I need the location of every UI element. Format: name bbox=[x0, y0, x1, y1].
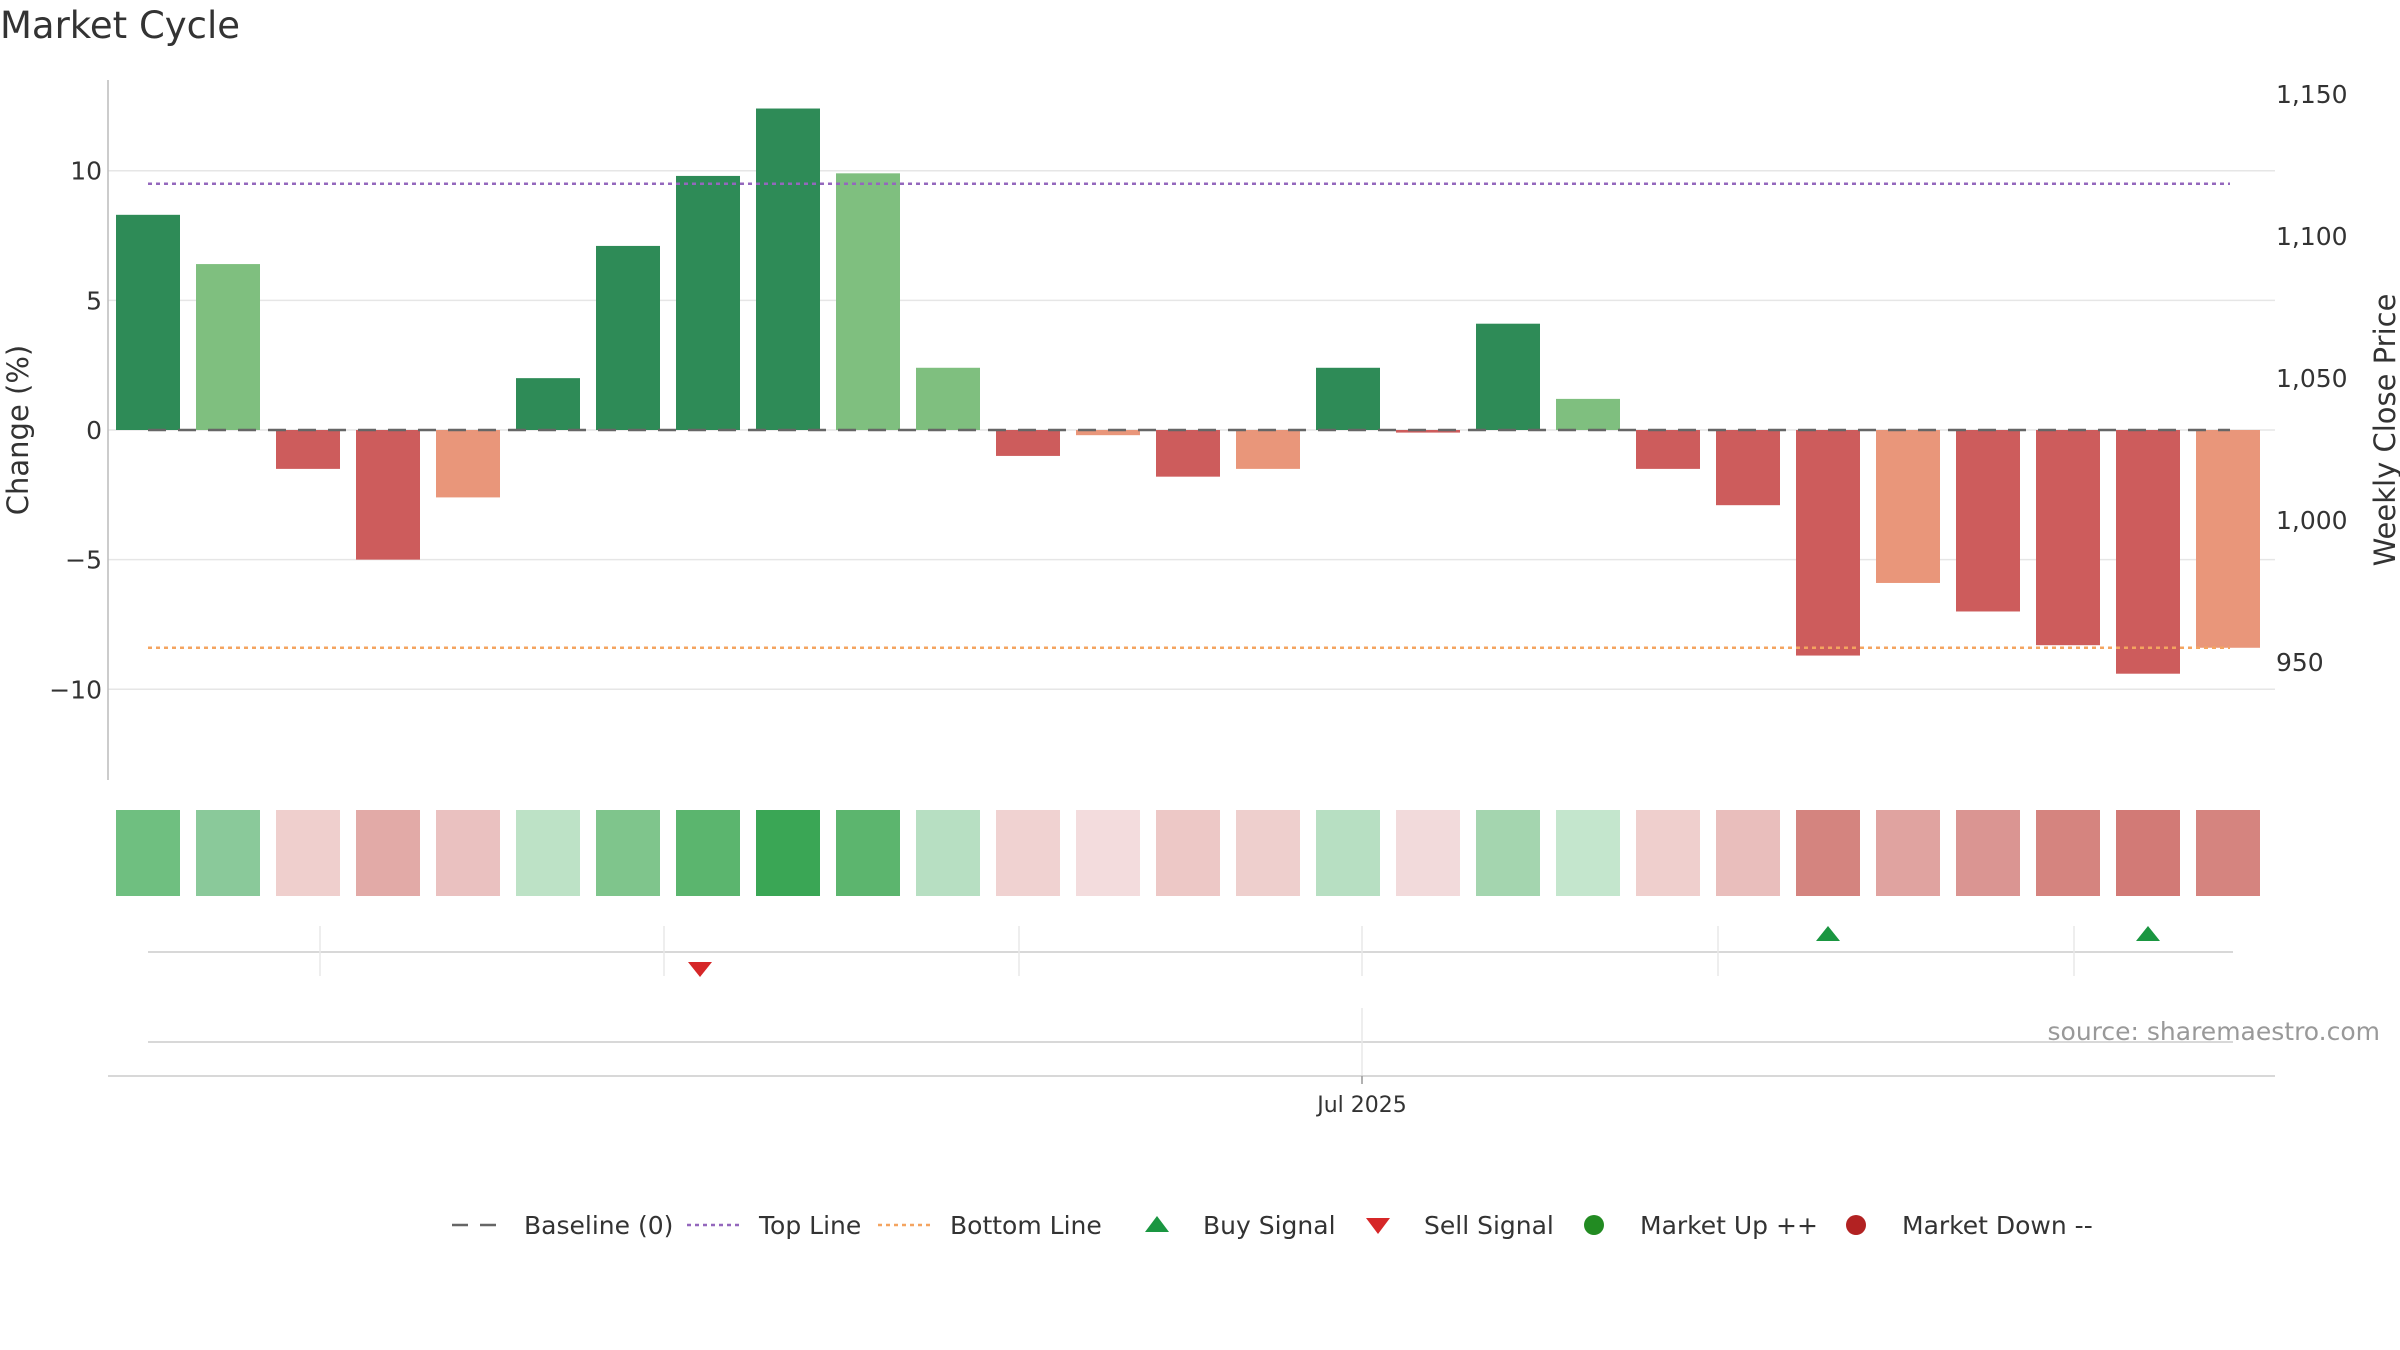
bar bbox=[116, 214, 180, 430]
bar bbox=[1956, 430, 2020, 612]
axes: 10 5 0 −5 −10 1,150 1,100 1,050 1,000 950 bbox=[49, 80, 2348, 780]
legend-item: Top Line bbox=[687, 1211, 861, 1240]
heatmap-cell bbox=[1316, 810, 1380, 896]
legend-item: Market Down -- bbox=[1846, 1211, 2093, 1240]
bar bbox=[356, 430, 420, 560]
x-axis: Jul 2025 bbox=[108, 1008, 2275, 1118]
heatmap-cell bbox=[836, 810, 900, 896]
y2-axis-label: Weekly Close Price bbox=[2368, 294, 2400, 567]
y-tick-label: 10 bbox=[70, 157, 102, 186]
heatmap-cell bbox=[516, 810, 580, 896]
legend-item: Sell Signal bbox=[1366, 1211, 1554, 1240]
legend-swatch-circle bbox=[1584, 1215, 1604, 1235]
y2-tick-label: 1,000 bbox=[2276, 506, 2348, 535]
legend: Baseline (0) Top Line Bottom Line Buy Signa… bbox=[452, 1211, 2093, 1240]
heatmap-cell bbox=[596, 810, 660, 896]
bar bbox=[676, 175, 740, 430]
heatmap-cell bbox=[1796, 810, 1860, 896]
bar bbox=[2036, 430, 2100, 646]
signal-track bbox=[148, 926, 2233, 977]
y2-tick-label: 1,050 bbox=[2276, 364, 2348, 393]
heatmap-cell bbox=[116, 810, 180, 896]
legend-item: Baseline (0) bbox=[452, 1211, 673, 1240]
heatmap-cell bbox=[276, 810, 340, 896]
bar bbox=[596, 245, 660, 430]
bar bbox=[1156, 430, 1220, 477]
x-tick-label: Jul 2025 bbox=[1315, 1093, 1407, 1118]
heatmap-cell bbox=[2036, 810, 2100, 896]
heatmap-cell bbox=[2116, 810, 2180, 896]
heatmap-cell bbox=[1956, 810, 2020, 896]
bar bbox=[436, 430, 500, 498]
chart-title: Market Cycle bbox=[0, 4, 241, 47]
bars bbox=[116, 108, 2260, 674]
legend-swatch-buy bbox=[1145, 1216, 1169, 1232]
y-axis-label: Change (%) bbox=[1, 345, 35, 515]
heatmap-cell bbox=[1076, 810, 1140, 896]
legend-swatch-sell bbox=[1366, 1218, 1390, 1234]
bar bbox=[836, 173, 900, 431]
bar bbox=[916, 367, 980, 430]
legend-label: Sell Signal bbox=[1424, 1211, 1554, 1240]
heatmap-cell bbox=[916, 810, 980, 896]
reference-lines bbox=[148, 182, 2230, 650]
heatmap-cell bbox=[1636, 810, 1700, 896]
legend-label: Bottom Line bbox=[950, 1211, 1102, 1240]
bar bbox=[276, 430, 340, 469]
source-note: source: sharemaestro.com bbox=[2048, 1017, 2381, 1046]
bar bbox=[196, 264, 260, 430]
heatmap-cell bbox=[756, 810, 820, 896]
y2-tick-label: 1,100 bbox=[2276, 222, 2348, 251]
bar bbox=[516, 378, 580, 430]
buy-signal-marker bbox=[1816, 926, 1840, 941]
legend-label: Market Up ++ bbox=[1640, 1211, 1818, 1240]
legend-swatch-circle bbox=[1846, 1215, 1866, 1235]
legend-item: Bottom Line bbox=[878, 1211, 1102, 1240]
legend-label: Top Line bbox=[758, 1211, 861, 1240]
bar bbox=[1236, 430, 1300, 469]
legend-label: Market Down -- bbox=[1902, 1211, 2093, 1240]
heatmap-cell bbox=[1556, 810, 1620, 896]
bar bbox=[1476, 323, 1540, 430]
bar bbox=[756, 108, 820, 430]
bar bbox=[1396, 430, 1460, 433]
legend-label: Baseline (0) bbox=[524, 1211, 673, 1240]
heatmap-cell bbox=[1156, 810, 1220, 896]
bar bbox=[1556, 398, 1620, 430]
heatmap-cell bbox=[436, 810, 500, 896]
heatmap-cell bbox=[676, 810, 740, 896]
y-tick-label: 0 bbox=[86, 416, 102, 445]
y2-tick-label: 1,150 bbox=[2276, 80, 2348, 109]
heatmap-cell bbox=[1236, 810, 1300, 896]
bar bbox=[1636, 430, 1700, 469]
legend-label: Buy Signal bbox=[1203, 1211, 1336, 1240]
heatmap-strip bbox=[116, 810, 2260, 896]
bar bbox=[1796, 430, 1860, 656]
heatmap-cell bbox=[996, 810, 1060, 896]
bar bbox=[1316, 367, 1380, 430]
legend-item: Market Up ++ bbox=[1584, 1211, 1818, 1240]
legend-item: Buy Signal bbox=[1145, 1211, 1336, 1240]
y-tick-label: −5 bbox=[65, 546, 102, 575]
heatmap-cell bbox=[2196, 810, 2260, 896]
bar bbox=[2116, 430, 2180, 674]
bar bbox=[1716, 430, 1780, 506]
bar bbox=[1076, 430, 1140, 436]
y2-tick-label: 950 bbox=[2276, 648, 2324, 677]
heatmap-cell bbox=[1876, 810, 1940, 896]
heatmap-cell bbox=[1396, 810, 1460, 896]
y-tick-label: 5 bbox=[86, 286, 102, 315]
bar bbox=[996, 430, 1060, 456]
bar bbox=[1876, 430, 1940, 583]
heatmap-cell bbox=[196, 810, 260, 896]
heatmap-cell bbox=[356, 810, 420, 896]
heatmap-cell bbox=[1476, 810, 1540, 896]
bar bbox=[2196, 430, 2260, 648]
buy-signal-marker bbox=[2136, 926, 2160, 941]
sell-signal-marker bbox=[688, 962, 712, 977]
y-tick-label: −10 bbox=[49, 675, 102, 704]
heatmap-cell bbox=[1716, 810, 1780, 896]
